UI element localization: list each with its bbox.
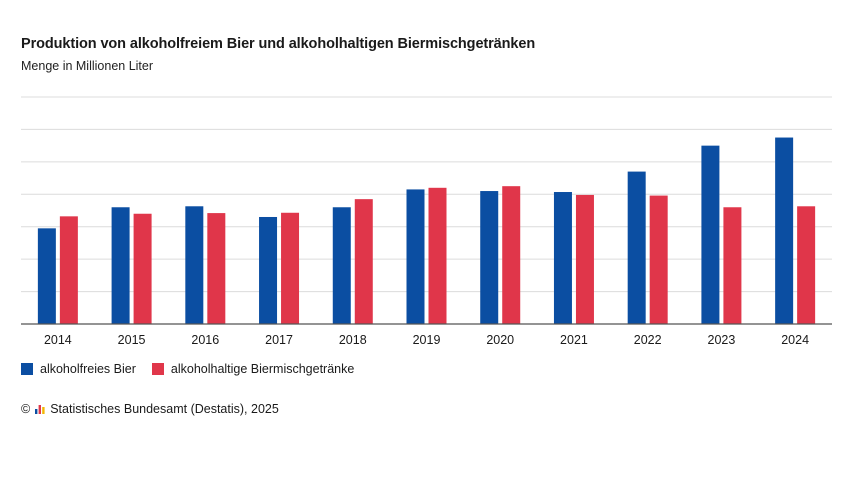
bar-alkoholfreies-bier-2024 — [775, 137, 794, 324]
bar-alkoholfreies-bier-2019 — [406, 189, 425, 324]
chart-title: Produktion von alkoholfreiem Bier und al… — [21, 36, 536, 52]
legend-swatch-red — [151, 363, 164, 375]
bar-alkoholfreies-bier-2022 — [627, 171, 646, 324]
x-tick-label: 2022 — [634, 333, 662, 347]
source-line: © Statistisches Bundesamt (Destatis), 20… — [21, 402, 279, 416]
bar-biermischgetraenke-2017 — [281, 212, 300, 324]
bar-biermischgetraenke-2014 — [59, 216, 78, 324]
destatis-bars-icon — [35, 405, 45, 414]
bar-biermischgetraenke-2023 — [723, 207, 742, 324]
x-tick-label: 2015 — [118, 333, 146, 347]
x-tick-label: 2021 — [560, 333, 588, 347]
copyright-symbol: © — [21, 402, 31, 416]
x-tick-label: 2024 — [781, 333, 809, 347]
source-text: Statistisches Bundesamt (Destatis), 2025 — [50, 402, 279, 416]
bar-alkoholfreies-bier-2014 — [37, 228, 56, 324]
x-tick-label: 2017 — [265, 333, 293, 347]
legend-item-alkoholfreies-bier: alkoholfreies Bier — [21, 362, 136, 376]
x-tick-label: 2014 — [44, 333, 72, 347]
x-tick-label: 2023 — [708, 333, 736, 347]
bar-biermischgetraenke-2024 — [797, 206, 816, 324]
bar-biermischgetraenke-2022 — [649, 195, 668, 324]
bar-biermischgetraenke-2020 — [502, 186, 521, 324]
x-tick-label: 2020 — [486, 333, 514, 347]
x-tick-label: 2018 — [339, 333, 367, 347]
legend-label: alkoholhaltige Biermischgetränke — [170, 362, 355, 376]
x-tick-label: 2016 — [191, 333, 219, 347]
bar-alkoholfreies-bier-2017 — [259, 216, 278, 324]
bar-alkoholfreies-bier-2023 — [701, 145, 720, 324]
bar-biermischgetraenke-2016 — [207, 213, 226, 324]
bar-biermischgetraenke-2015 — [133, 213, 152, 324]
x-tick-label: 2019 — [413, 333, 441, 347]
bar-biermischgetraenke-2019 — [428, 187, 447, 324]
bar-biermischgetraenke-2018 — [354, 199, 373, 324]
bar-alkoholfreies-bier-2021 — [553, 192, 572, 324]
legend-label: alkoholfreies Bier — [40, 362, 136, 376]
bar-alkoholfreies-bier-2020 — [480, 191, 499, 324]
legend-swatch-blue — [21, 363, 33, 375]
legend-item-biermischgetraenke: alkoholhaltige Biermischgetränke — [151, 362, 355, 376]
bar-biermischgetraenke-2021 — [575, 194, 594, 324]
bar-alkoholfreies-bier-2016 — [185, 206, 204, 324]
bar-alkoholfreies-bier-2015 — [111, 207, 130, 324]
chart-subtitle: Menge in Millionen Liter — [21, 59, 154, 73]
bar-alkoholfreies-bier-2018 — [332, 207, 351, 324]
legend: alkoholfreies Bier alkoholhaltige Biermi… — [21, 362, 354, 376]
